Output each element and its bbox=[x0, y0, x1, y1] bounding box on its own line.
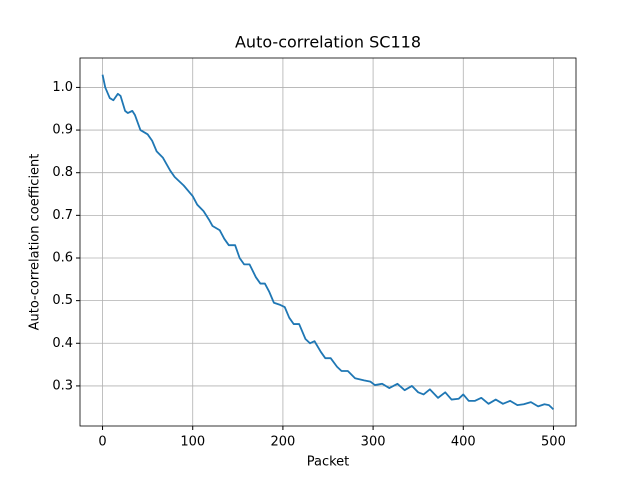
x-tick-label: 400 bbox=[451, 435, 476, 450]
x-tick-label: 100 bbox=[180, 435, 205, 450]
y-tick-label: 0.9 bbox=[52, 123, 73, 138]
y-tick-label: 0.5 bbox=[52, 293, 73, 308]
y-tick-label: 0.7 bbox=[52, 208, 73, 223]
data-line bbox=[101, 74, 555, 411]
x-tick-label: 300 bbox=[361, 435, 386, 450]
y-tick-label: 0.4 bbox=[52, 336, 73, 351]
y-tick-label: 0.3 bbox=[52, 378, 73, 393]
x-tick-label: 500 bbox=[541, 435, 566, 450]
chart-title: Auto-correlation SC118 bbox=[235, 33, 421, 52]
x-tick-label: 0 bbox=[98, 435, 106, 450]
y-tick-label: 1.0 bbox=[52, 80, 73, 95]
y-tick-label: 0.6 bbox=[52, 250, 73, 265]
y-tick-label: 0.8 bbox=[52, 165, 73, 180]
plot-frame bbox=[79, 57, 577, 427]
x-axis-label: Packet bbox=[307, 455, 350, 470]
x-tick-label: 200 bbox=[270, 435, 295, 450]
y-axis-label: Auto-correlation coefficient bbox=[28, 154, 43, 331]
